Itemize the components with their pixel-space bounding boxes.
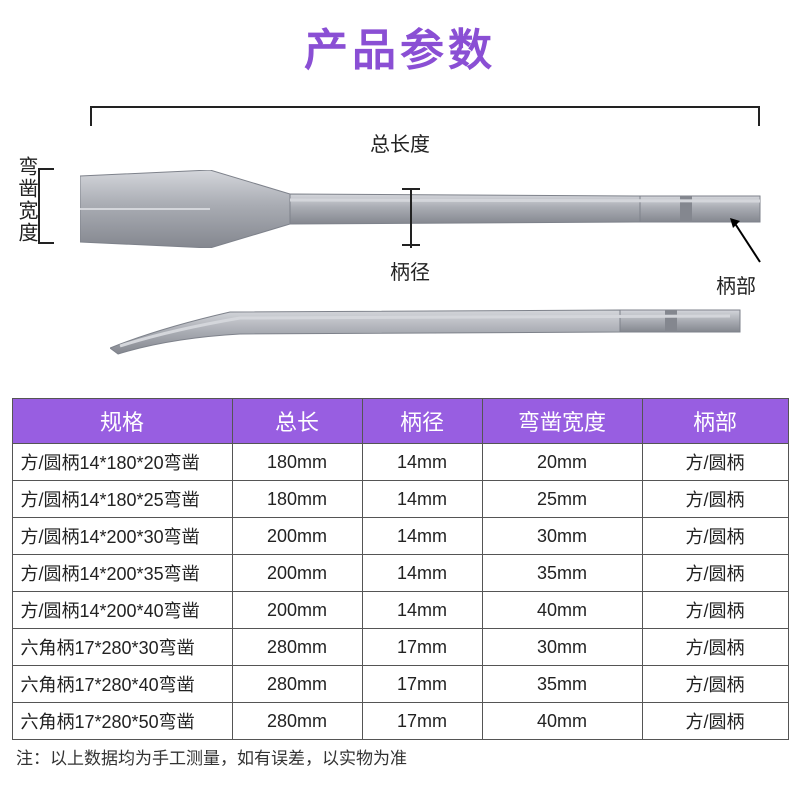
table-cell: 方/圆柄: [642, 666, 788, 703]
table-cell: 六角柄17*280*40弯凿: [12, 666, 232, 703]
table-row: 方/圆柄14*180*20弯凿180mm14mm20mm方/圆柄: [12, 444, 788, 481]
col-header-length: 总长: [232, 399, 362, 444]
table-cell: 180mm: [232, 444, 362, 481]
table-cell: 280mm: [232, 666, 362, 703]
spec-table: 规格 总长 柄径 弯凿宽度 柄部 方/圆柄14*180*20弯凿180mm14m…: [12, 398, 789, 740]
table-cell: 六角柄17*280*30弯凿: [12, 629, 232, 666]
shank-dia-label: 柄径: [390, 256, 430, 285]
table-cell: 200mm: [232, 518, 362, 555]
table-cell: 280mm: [232, 629, 362, 666]
shank-dia-line: [410, 188, 412, 248]
table-cell: 方/圆柄: [642, 629, 788, 666]
table-cell: 方/圆柄14*200*40弯凿: [12, 592, 232, 629]
table-cell: 30mm: [482, 518, 642, 555]
table-row: 方/圆柄14*180*25弯凿180mm14mm25mm方/圆柄: [12, 481, 788, 518]
table-row: 六角柄17*280*30弯凿280mm17mm30mm方/圆柄: [12, 629, 788, 666]
chisel-flat-illustration: [80, 170, 770, 248]
table-cell: 方/圆柄14*180*25弯凿: [12, 481, 232, 518]
table-cell: 方/圆柄14*180*20弯凿: [12, 444, 232, 481]
table-cell: 方/圆柄: [642, 555, 788, 592]
chisel-bent-illustration: [110, 288, 750, 358]
table-cell: 280mm: [232, 703, 362, 740]
table-cell: 14mm: [362, 481, 482, 518]
table-cell: 方/圆柄14*200*30弯凿: [12, 518, 232, 555]
table-cell: 六角柄17*280*50弯凿: [12, 703, 232, 740]
col-header-spec: 规格: [12, 399, 232, 444]
table-cell: 14mm: [362, 555, 482, 592]
page-title: 产品参数: [0, 0, 800, 78]
width-label: 弯凿宽度: [12, 156, 41, 244]
table-cell: 14mm: [362, 592, 482, 629]
table-row: 方/圆柄14*200*40弯凿200mm14mm40mm方/圆柄: [12, 592, 788, 629]
shank-dia-tick: [402, 244, 420, 246]
table-cell: 40mm: [482, 592, 642, 629]
table-cell: 35mm: [482, 666, 642, 703]
table-cell: 方/圆柄: [642, 592, 788, 629]
total-length-bracket: [90, 106, 760, 126]
table-cell: 200mm: [232, 555, 362, 592]
table-cell: 方/圆柄: [642, 481, 788, 518]
table-cell: 17mm: [362, 703, 482, 740]
table-cell: 方/圆柄: [642, 444, 788, 481]
table-cell: 14mm: [362, 518, 482, 555]
table-row: 六角柄17*280*50弯凿280mm17mm40mm方/圆柄: [12, 703, 788, 740]
table-header-row: 规格 总长 柄径 弯凿宽度 柄部: [12, 399, 788, 444]
table-row: 六角柄17*280*40弯凿280mm17mm35mm方/圆柄: [12, 666, 788, 703]
table-cell: 方/圆柄: [642, 703, 788, 740]
total-length-label: 总长度: [370, 128, 430, 157]
shank-part-arrow: [730, 218, 770, 268]
table-cell: 方/圆柄14*200*35弯凿: [12, 555, 232, 592]
table-row: 方/圆柄14*200*30弯凿200mm14mm30mm方/圆柄: [12, 518, 788, 555]
table-cell: 200mm: [232, 592, 362, 629]
table-cell: 180mm: [232, 481, 362, 518]
table-cell: 20mm: [482, 444, 642, 481]
product-diagram: 总长度 弯凿宽度 柄径 柄部: [20, 88, 780, 398]
table-cell: 17mm: [362, 666, 482, 703]
table-row: 方/圆柄14*200*35弯凿200mm14mm35mm方/圆柄: [12, 555, 788, 592]
footnote: 注：以上数据均为手工测量，如有误差，以实物为准: [12, 744, 788, 769]
table-cell: 方/圆柄: [642, 518, 788, 555]
table-cell: 17mm: [362, 629, 482, 666]
col-header-handle: 柄部: [642, 399, 788, 444]
table-cell: 14mm: [362, 444, 482, 481]
col-header-width: 弯凿宽度: [482, 399, 642, 444]
table-cell: 25mm: [482, 481, 642, 518]
table-cell: 30mm: [482, 629, 642, 666]
col-header-diameter: 柄径: [362, 399, 482, 444]
table-cell: 35mm: [482, 555, 642, 592]
table-cell: 40mm: [482, 703, 642, 740]
